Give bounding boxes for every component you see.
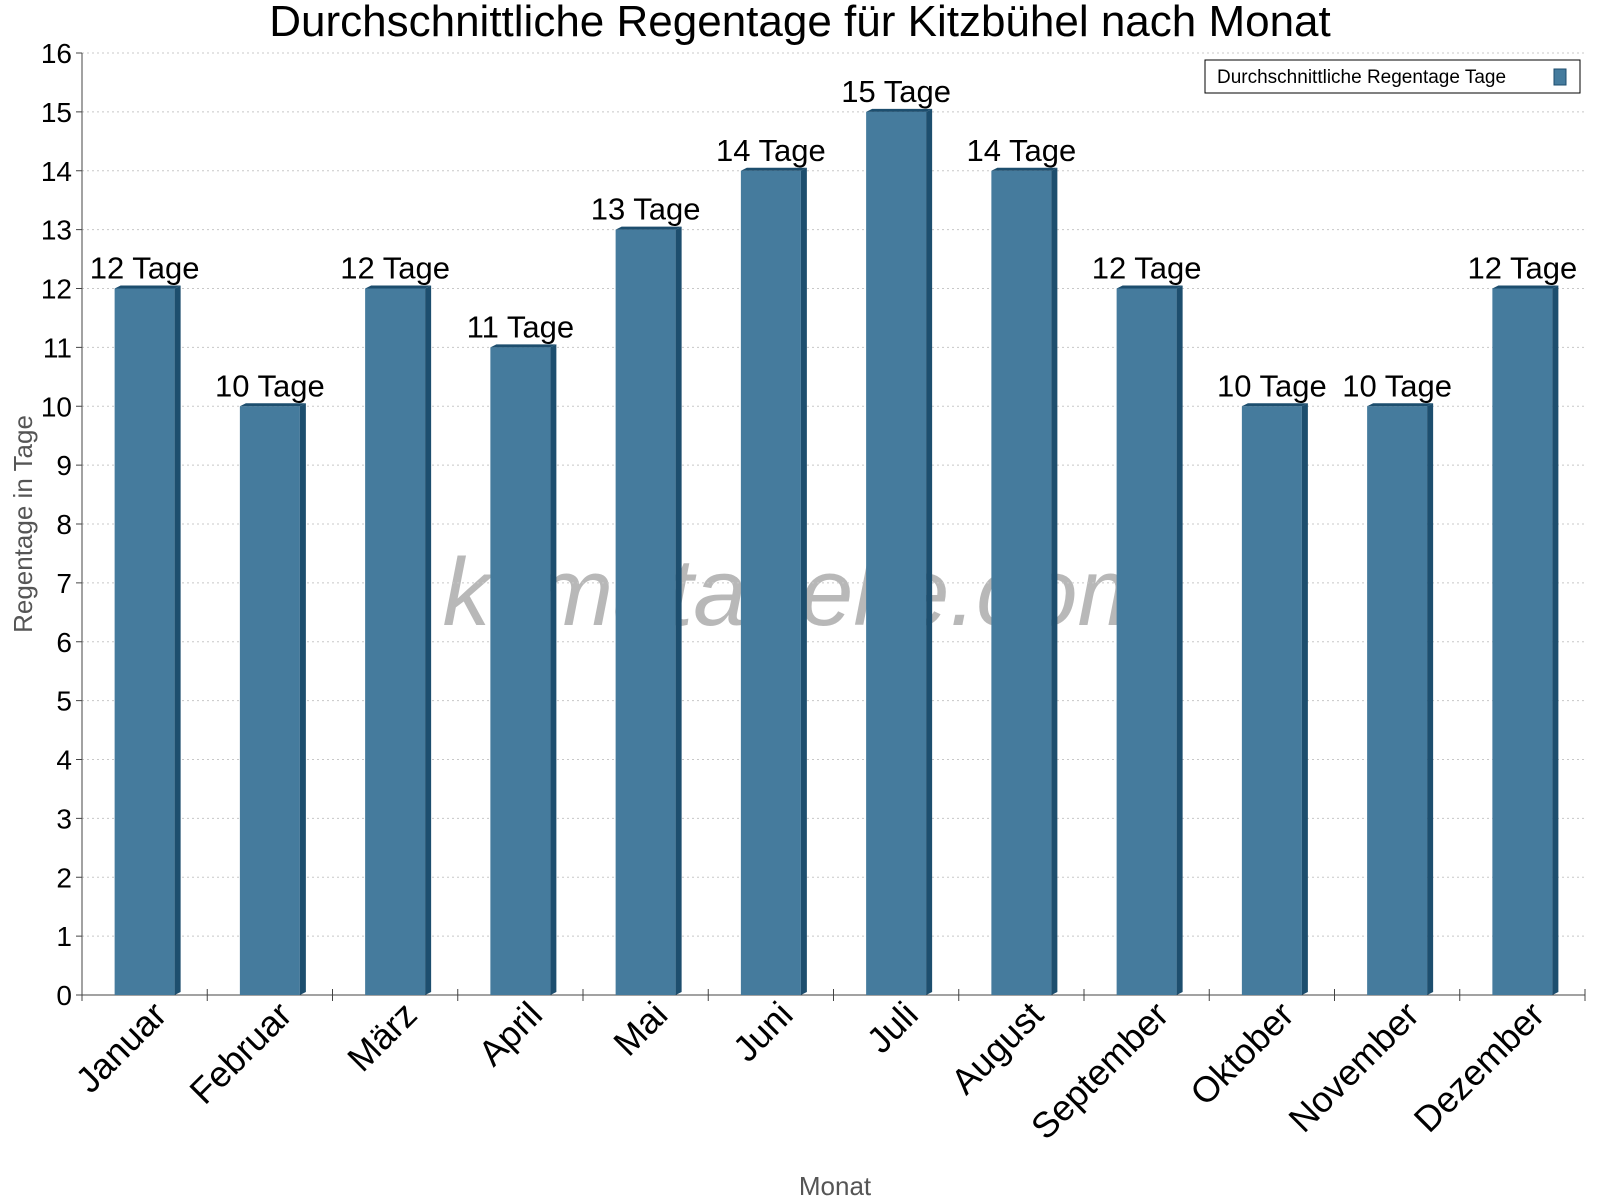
x-tick-label: Dezember: [1406, 994, 1552, 1140]
y-tick-label: 10: [41, 391, 72, 422]
y-tick-label: 16: [41, 38, 72, 69]
x-tick-label: Oktober: [1182, 994, 1302, 1114]
bar-side: [1051, 167, 1058, 995]
y-tick-label: 9: [56, 450, 72, 481]
y-axis-label: Regentage in Tage: [8, 415, 38, 633]
bar-side: [1552, 285, 1559, 995]
data-label: 12 Tage: [90, 251, 200, 286]
bar-side: [1301, 403, 1308, 995]
legend-swatch: [1553, 68, 1567, 86]
bar-side: [800, 167, 807, 995]
y-tick-label: 5: [56, 686, 72, 717]
bar-top: [239, 403, 306, 407]
y-tick-label: 3: [56, 803, 72, 834]
bar: [1492, 288, 1553, 995]
x-axis-label: Monat: [799, 1171, 872, 1200]
bar-top: [615, 226, 682, 230]
x-tick-label: Juli: [859, 994, 926, 1061]
y-tick-label: 1: [56, 921, 72, 952]
bar-top: [1241, 403, 1308, 407]
bar-top: [866, 108, 933, 112]
bar-top: [1367, 403, 1434, 407]
bar: [740, 170, 801, 995]
y-tick-label: 6: [56, 627, 72, 658]
y-tick-label: 2: [56, 862, 72, 893]
data-label: 11 Tage: [467, 309, 574, 344]
y-tick-label: 7: [56, 568, 72, 599]
bar-side: [174, 285, 181, 995]
data-label: 10 Tage: [215, 368, 325, 403]
y-tick-label: 15: [41, 97, 72, 128]
y-tick-label: 4: [56, 745, 72, 776]
x-tick-label: September: [1023, 994, 1177, 1148]
x-tick-label: Februar: [181, 994, 299, 1112]
x-tick-label: Mai: [605, 994, 675, 1064]
x-tick-label: November: [1280, 994, 1426, 1140]
bar-side: [1427, 403, 1434, 995]
x-tick-label: April: [470, 994, 550, 1074]
bar-top: [1116, 285, 1183, 289]
bar-top: [740, 167, 807, 171]
data-label: 10 Tage: [1217, 368, 1327, 403]
y-tick-label: 0: [56, 980, 72, 1011]
bar-side: [1176, 285, 1183, 995]
bar: [1116, 288, 1177, 995]
data-label: 14 Tage: [966, 133, 1076, 168]
bar-top: [490, 344, 557, 348]
bar-top: [365, 285, 432, 289]
bar-side: [299, 403, 306, 995]
data-label: 14 Tage: [716, 133, 826, 168]
bar: [490, 347, 551, 995]
legend-label: Durchschnittliche Regentage Tage: [1217, 67, 1506, 88]
chart-title: Durchschnittliche Regentage für Kitzbühe…: [269, 0, 1331, 46]
bar: [991, 170, 1052, 995]
x-tick-label: Juni: [725, 994, 801, 1070]
y-tick-label: 11: [43, 332, 72, 363]
bar-top: [114, 285, 181, 289]
y-tick-label: 12: [41, 274, 72, 305]
bar: [1241, 406, 1302, 995]
data-label: 13 Tage: [591, 192, 701, 227]
bar: [114, 288, 175, 995]
bar: [239, 406, 300, 995]
x-tick-label: Januar: [67, 994, 174, 1101]
y-tick-label: 8: [56, 509, 72, 540]
y-tick-label: 13: [41, 215, 72, 246]
y-tick-label: 14: [41, 156, 72, 187]
x-tick-label: August: [943, 994, 1051, 1102]
bar-side: [675, 226, 682, 995]
bar: [1367, 406, 1428, 995]
bar-side: [926, 108, 933, 995]
bar: [866, 111, 927, 995]
bar-side: [550, 344, 557, 995]
bar-side: [425, 285, 432, 995]
bar: [615, 229, 676, 995]
data-label: 12 Tage: [340, 251, 450, 286]
bar-top: [1492, 285, 1559, 289]
data-label: 12 Tage: [1092, 251, 1202, 286]
data-label: 12 Tage: [1467, 251, 1577, 286]
bar-top: [991, 167, 1058, 171]
bar: [365, 288, 426, 995]
data-label: 10 Tage: [1342, 368, 1452, 403]
x-tick-label: März: [339, 994, 425, 1080]
data-label: 15 Tage: [841, 74, 951, 109]
legend-box: [1204, 59, 1581, 94]
